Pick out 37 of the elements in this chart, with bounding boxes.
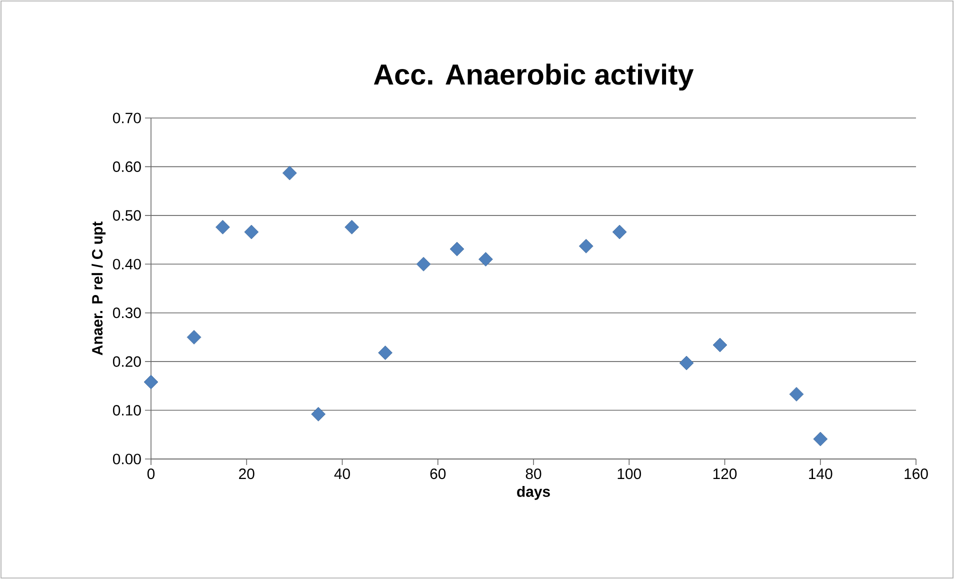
y-tick-label: 0.30 [112, 308, 141, 318]
x-tick-label: 60 [430, 468, 446, 480]
x-tick-label: 160 [904, 468, 928, 480]
point [311, 406, 326, 422]
point [216, 220, 230, 234]
y-tick-label: 0.20 [112, 356, 141, 367]
y-tick-label: 0.00 [112, 454, 141, 464]
y-tick-label: 0.10 [112, 404, 141, 416]
point [712, 338, 728, 352]
point [416, 256, 431, 272]
y-tick-label: 0.40 [112, 258, 141, 270]
point [378, 346, 392, 360]
x-tick-label: 20 [239, 468, 254, 480]
y-tick-label: 0.70 [112, 112, 141, 124]
point [578, 238, 594, 254]
point [344, 220, 359, 234]
x-axis-title: days [517, 486, 550, 500]
y-axis-title: Anaer. P rel / C upt [92, 222, 106, 356]
point [612, 224, 627, 240]
x-tick-label: 120 [713, 468, 737, 480]
point [679, 356, 694, 370]
point [144, 374, 158, 390]
chart-title: Acc. Anaerobic activity [374, 64, 694, 90]
y-tick-label: 0.60 [112, 161, 141, 172]
x-tick-label: 40 [334, 468, 350, 480]
point [282, 166, 297, 180]
point [186, 330, 202, 344]
x-tick-label: 140 [809, 468, 832, 480]
point [450, 242, 464, 256]
point [244, 224, 259, 240]
x-tick-label: 100 [618, 468, 642, 480]
point [813, 432, 828, 446]
x-tick-label: 80 [526, 468, 542, 480]
y-tick-label: 0.50 [112, 210, 141, 221]
point [789, 387, 804, 402]
point [478, 252, 493, 266]
x-tick-label: 0 [147, 468, 155, 480]
